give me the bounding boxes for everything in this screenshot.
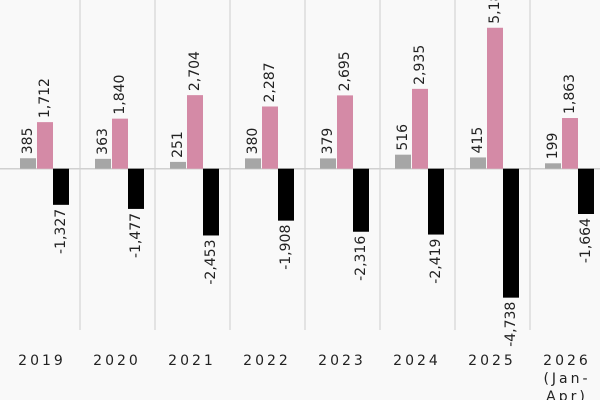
bar xyxy=(487,27,503,169)
bar xyxy=(187,95,203,169)
bar xyxy=(95,158,111,169)
bar xyxy=(245,158,261,169)
value-label: 1,863 xyxy=(562,74,578,114)
x-tick-label: 2024 xyxy=(393,353,441,369)
value-label: 1,712 xyxy=(37,78,53,118)
value-label: 415 xyxy=(470,127,486,154)
value-label: 379 xyxy=(320,128,336,155)
bar xyxy=(128,168,144,209)
value-label: 199 xyxy=(545,133,561,160)
bar xyxy=(337,95,353,169)
x-tick-label: 2020 xyxy=(93,353,141,369)
value-label: -2,453 xyxy=(203,239,219,284)
bar xyxy=(395,154,411,169)
bar xyxy=(203,168,219,236)
bar xyxy=(170,161,186,169)
x-tick-label: 2023 xyxy=(318,353,366,369)
value-label: 2,287 xyxy=(262,62,278,102)
bar xyxy=(470,157,486,169)
x-tick-label: 2019 xyxy=(18,353,66,369)
bar xyxy=(353,168,369,232)
value-label: -2,419 xyxy=(428,239,444,284)
value-label: 1,840 xyxy=(112,75,128,115)
bar xyxy=(545,163,561,169)
value-label: 380 xyxy=(245,128,261,155)
bar xyxy=(412,88,428,169)
value-label: 2,704 xyxy=(187,51,203,91)
x-tick-label: 2026 (Jan-Apr) xyxy=(543,353,591,400)
value-label: -1,664 xyxy=(578,218,594,263)
value-label: 385 xyxy=(20,128,36,155)
bar xyxy=(20,158,36,169)
value-label: 5,180 xyxy=(487,0,503,24)
bar xyxy=(278,168,294,221)
bar xyxy=(503,168,519,298)
value-label: -4,738 xyxy=(503,302,519,347)
bar xyxy=(112,118,128,169)
bar xyxy=(37,122,53,169)
value-label: -1,477 xyxy=(128,213,144,258)
value-label: 363 xyxy=(95,128,111,155)
bar xyxy=(578,168,594,215)
value-label: -2,316 xyxy=(353,236,369,281)
value-label: 2,695 xyxy=(337,51,353,91)
bar xyxy=(53,168,69,205)
bar xyxy=(320,158,336,169)
bar xyxy=(262,106,278,169)
value-label: 251 xyxy=(170,131,186,158)
x-tick-label: 2021 xyxy=(168,353,216,369)
x-tick-label: 2022 xyxy=(243,353,291,369)
value-label: 2,935 xyxy=(412,45,428,85)
bar xyxy=(428,168,444,235)
value-label: -1,908 xyxy=(278,225,294,270)
bar xyxy=(562,118,578,169)
value-label: 516 xyxy=(395,124,411,151)
value-label: -1,327 xyxy=(53,209,69,254)
x-tick-label: 2025 xyxy=(468,353,516,369)
